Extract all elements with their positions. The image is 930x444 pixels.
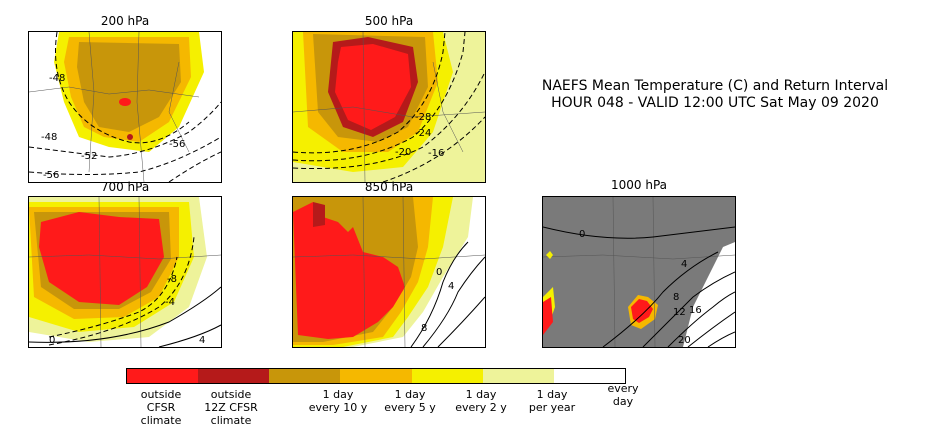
contour-label: 16 <box>689 305 702 316</box>
legend-label-2y: 1 day every 2 y <box>455 388 507 414</box>
contour-label: 0 <box>436 267 442 278</box>
panel-title-500hpa: 500 hPa <box>364 14 414 28</box>
contour-label: -16 <box>428 148 444 159</box>
panel-200hpa: 200 hPa -48 -48 -52 -56 -56 <box>28 14 222 184</box>
contour-label: 0 <box>579 229 585 240</box>
panel-850hpa: 850 hPa 0 4 8 <box>292 180 486 350</box>
legend-label-per-year: 1 day per year <box>528 388 576 414</box>
contour-label: -52 <box>81 151 97 162</box>
legend-label-outside-12z: outside 12Z CFSR climate <box>204 388 258 427</box>
contour-label: 20 <box>678 335 691 346</box>
legend-label-every-day: every day <box>607 382 639 408</box>
contour-label: 4 <box>199 335 205 346</box>
legend-label-10y: 1 day every 10 y <box>308 388 368 414</box>
contour-label: -48 <box>41 132 57 143</box>
colorbar-swatch-every-day <box>553 369 625 383</box>
contour-label: 12 <box>673 307 686 318</box>
panel-1000hpa: 1000 hPa 0 4 8 <box>542 178 736 350</box>
map-200hpa: -48 -48 -52 -56 -56 <box>28 31 222 183</box>
colorbar-swatch-5y <box>340 369 412 383</box>
panel-title-200hpa: 200 hPa <box>100 14 150 28</box>
contour-label: 0 <box>49 335 55 346</box>
legend-label-outside-cfsr: outside CFSR climate <box>140 388 182 427</box>
chart-title: NAEFS Mean Temperature (C) and Return In… <box>515 78 915 112</box>
colorbar-swatch-outside-12z <box>198 369 270 383</box>
contour-label: 4 <box>448 281 454 292</box>
panel-title-1000hpa: 1000 hPa <box>610 178 667 192</box>
contour-label: -24 <box>415 128 431 139</box>
legend-label-5y: 1 day every 5 y <box>384 388 436 414</box>
panel-700hpa: 700 hPa -8 -4 0 4 <box>28 180 222 350</box>
colorbar-swatch-2y <box>411 369 483 383</box>
contour-label: -28 <box>415 112 431 123</box>
contour-label: -48 <box>49 73 65 84</box>
contour-label: -20 <box>395 147 411 158</box>
map-1000hpa: 0 4 8 12 16 20 <box>542 196 736 348</box>
title-line-1: NAEFS Mean Temperature (C) and Return In… <box>541 78 889 94</box>
contour-label: -56 <box>43 170 59 181</box>
panel-title-850hpa: 850 hPa <box>364 180 414 194</box>
colorbar-swatch-outside-cfsr <box>127 369 199 383</box>
colorbar <box>126 368 626 384</box>
contour-label: 4 <box>681 259 687 270</box>
contour-label: 8 <box>673 292 679 303</box>
contour-label: -4 <box>165 297 175 308</box>
contour-label: -56 <box>169 139 185 150</box>
title-line-2: HOUR 048 - VALID 12:00 UTC Sat May 09 20… <box>551 95 879 111</box>
map-850hpa: 0 4 8 <box>292 196 486 348</box>
colorbar-swatch-per-year <box>482 369 554 383</box>
colorbar-swatch-10y <box>269 369 341 383</box>
panel-title-700hpa: 700 hPa <box>100 180 150 194</box>
map-500hpa: -28 -24 -20 -16 <box>292 31 486 183</box>
contour-label: -8 <box>167 274 177 285</box>
contour-label: 8 <box>421 323 427 334</box>
panel-500hpa: 500 hPa -28 -24 -20 -16 <box>292 14 486 184</box>
map-700hpa: -8 -4 0 4 <box>28 196 222 348</box>
